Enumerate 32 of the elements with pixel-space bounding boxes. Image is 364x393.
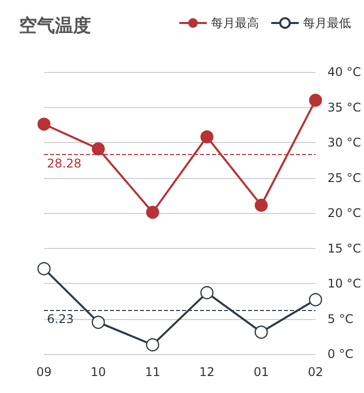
chart-title: 空气温度 <box>19 16 91 36</box>
y-tick-label: 40 °C <box>328 65 362 79</box>
point <box>308 293 322 306</box>
legend-label: 每月最高 <box>211 16 259 30</box>
y-tick-label: 15 °C <box>328 241 362 256</box>
point <box>146 338 160 352</box>
x-tick-label: 11 <box>144 365 160 379</box>
point <box>38 118 50 131</box>
x-tick-label: 09 <box>36 365 52 379</box>
y-tick-label: 10 °C <box>328 276 362 290</box>
point <box>309 94 322 107</box>
x-tick-label: 02 <box>308 365 324 379</box>
x-tick-label: 10 <box>90 365 106 379</box>
point <box>200 286 214 300</box>
y-tick-label: 20 °C <box>328 206 362 220</box>
point <box>254 326 268 339</box>
y-tick-label: 35 °C <box>328 100 362 114</box>
point <box>146 206 160 219</box>
x-tick-label: 01 <box>254 365 269 379</box>
point <box>37 262 51 276</box>
point <box>92 142 105 156</box>
ref-line-label: 6.23 <box>47 312 74 326</box>
point <box>92 316 105 329</box>
point <box>200 130 214 144</box>
ref-line-label: 28.28 <box>47 156 82 171</box>
y-tick-label: 5 °C <box>328 312 354 326</box>
y-tick-label: 25 °C <box>328 170 362 185</box>
y-tick-label: 0 °C <box>328 347 354 361</box>
y-tick-label: 30 °C <box>328 136 362 150</box>
point <box>254 198 268 212</box>
legend-label: 每月最低 <box>303 16 351 30</box>
x-tick-label: 12 <box>199 365 215 379</box>
